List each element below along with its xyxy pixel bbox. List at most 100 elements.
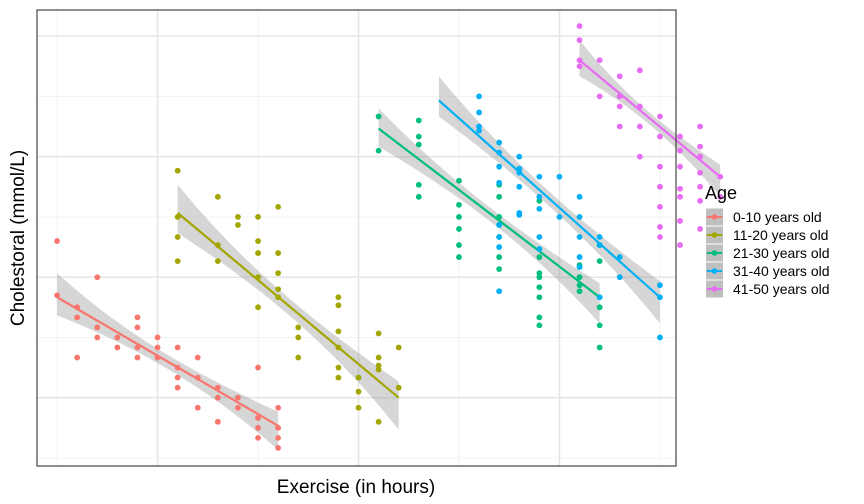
data-point (496, 193, 503, 200)
data-point (516, 169, 523, 176)
data-point (74, 304, 81, 311)
data-point (395, 344, 402, 351)
data-point (194, 404, 201, 411)
data-point (596, 344, 603, 351)
data-point (375, 113, 382, 120)
data-point (476, 123, 482, 130)
data-point (636, 103, 643, 110)
data-point (255, 214, 261, 220)
legend-key-point (711, 286, 718, 292)
data-point (154, 354, 161, 361)
data-point (717, 193, 724, 200)
data-point (496, 214, 503, 220)
data-point (496, 288, 503, 295)
data-point (576, 37, 583, 44)
data-point (556, 173, 563, 180)
data-point (54, 292, 60, 299)
data-point (456, 242, 462, 248)
data-point (536, 197, 543, 204)
data-point (576, 23, 583, 29)
data-point (536, 205, 543, 212)
data-point (616, 93, 623, 100)
data-point (677, 163, 683, 170)
data-point (275, 404, 282, 411)
data-point (516, 211, 523, 218)
panel-border (36, 9, 677, 467)
data-point (496, 254, 503, 260)
data-point (54, 238, 60, 244)
data-point (657, 113, 663, 120)
data-point (235, 394, 241, 401)
data-point (697, 183, 704, 190)
data-point (235, 222, 241, 228)
data-point (335, 294, 342, 301)
data-point (194, 354, 201, 361)
data-point (576, 274, 583, 281)
data-point (194, 374, 201, 381)
data-point (576, 57, 583, 64)
data-point (536, 270, 543, 277)
legend-label: 0-10 years old (733, 209, 822, 225)
data-point (596, 294, 603, 301)
data-point (536, 246, 543, 252)
legend-item: 11-20 years old (706, 226, 828, 244)
data-point (616, 73, 623, 80)
data-point (596, 234, 603, 240)
data-point (697, 123, 704, 130)
data-point (596, 93, 603, 100)
data-point (536, 314, 543, 321)
data-point (94, 324, 101, 331)
data-point (275, 434, 282, 441)
legend: Age 0-10 years old 11-20 years old 21-30 y… (705, 183, 830, 298)
data-point (636, 123, 643, 130)
data-point (255, 424, 261, 431)
data-point (415, 141, 422, 148)
data-point (154, 344, 161, 351)
data-point (677, 242, 683, 248)
data-point (496, 222, 503, 228)
data-point (596, 242, 603, 248)
data-point (174, 167, 181, 174)
data-point (456, 201, 462, 208)
data-point (395, 384, 402, 391)
data-point (697, 143, 704, 150)
data-point (375, 366, 382, 373)
data-point (616, 103, 623, 110)
data-point (717, 173, 724, 180)
data-point (657, 282, 663, 289)
y-axis-title: Cholestoral (mmol/L) (8, 150, 29, 326)
data-point (214, 394, 221, 401)
data-point (636, 153, 643, 160)
data-point (677, 133, 683, 140)
data-point (134, 344, 141, 351)
data-point (94, 274, 101, 281)
data-point (456, 177, 462, 184)
data-point (657, 294, 663, 301)
data-point (576, 288, 583, 295)
data-point (657, 224, 663, 230)
data-point (496, 163, 503, 170)
confidence-band (177, 184, 399, 430)
legend-label: 41-50 years old (733, 281, 830, 297)
legend-item: 21-30 years old (706, 244, 830, 262)
data-point (214, 193, 221, 200)
data-point (496, 139, 503, 146)
data-point (536, 284, 543, 291)
regression-line (56, 296, 279, 427)
data-point (536, 274, 543, 281)
data-point (536, 254, 543, 260)
data-point (536, 193, 543, 200)
data-point (697, 153, 704, 160)
data-point (275, 294, 282, 301)
legend-item: 41-50 years old (706, 280, 830, 298)
data-point (255, 238, 261, 244)
data-point (516, 153, 523, 160)
data-points (54, 23, 724, 451)
data-point (415, 193, 422, 200)
data-point (616, 254, 623, 260)
data-point (697, 169, 704, 176)
data-point (657, 203, 663, 210)
data-point (174, 258, 181, 265)
data-point (375, 330, 382, 337)
